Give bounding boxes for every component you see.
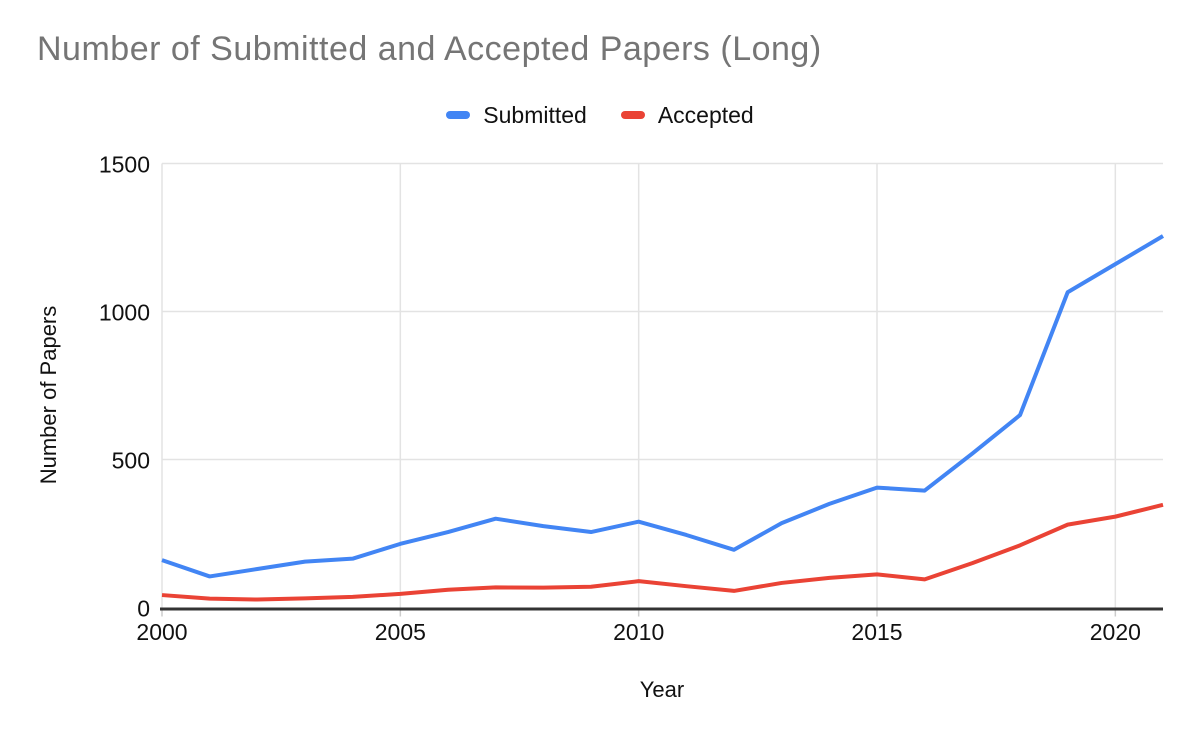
- y-axis-title: Number of Papers: [36, 305, 61, 485]
- chart-title: Number of Submitted and Accepted Papers …: [37, 30, 822, 68]
- legend-label-submitted: Submitted: [483, 101, 587, 128]
- x-tick-label-2005: 2005: [375, 619, 426, 645]
- y-tick-label-1500: 1500: [99, 152, 150, 178]
- x-tick-label-2010: 2010: [613, 619, 664, 645]
- series-line-submitted: [161, 234, 1165, 579]
- y-tick-label-500: 500: [112, 448, 150, 474]
- y-tick-label-0: 0: [137, 596, 150, 622]
- legend-item-submitted[interactable]: Submitted: [446, 101, 587, 128]
- legend-item-accepted[interactable]: Accepted: [620, 101, 754, 128]
- x-tick-label-2015: 2015: [851, 619, 902, 645]
- x-axis-title: Year: [639, 677, 685, 702]
- series-line-accepted: [161, 502, 1164, 602]
- legend-swatch-submitted-icon: [446, 111, 471, 119]
- x-tick-label-2000: 2000: [136, 619, 187, 645]
- x-tick-label-2020: 2020: [1090, 619, 1141, 645]
- legend-swatch-accepted-icon: [620, 111, 645, 119]
- legend: Submitted Accepted: [0, 99, 1200, 131]
- legend-label-accepted: Accepted: [657, 101, 754, 128]
- y-tick-label-1000: 1000: [99, 300, 150, 326]
